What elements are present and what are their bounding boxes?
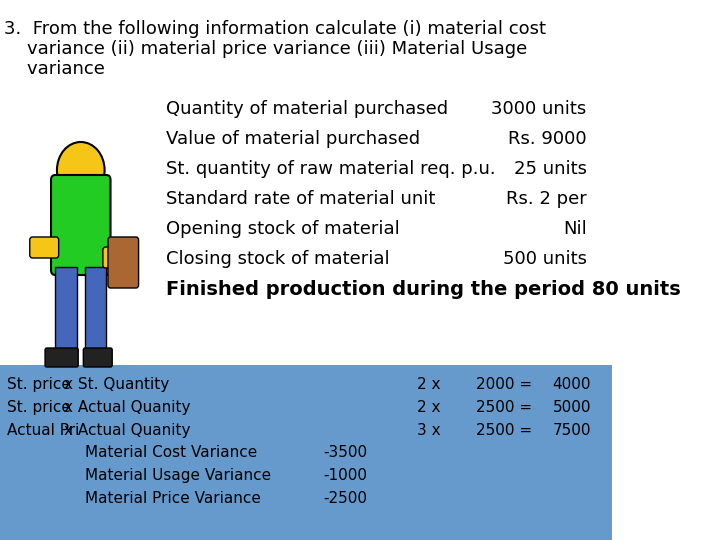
Text: 3000 units: 3000 units	[491, 100, 587, 118]
Text: Standard rate of material unit: Standard rate of material unit	[166, 190, 435, 208]
Text: Actual Pri: Actual Pri	[6, 423, 79, 438]
Text: Rs. 2 per: Rs. 2 per	[506, 190, 587, 208]
Text: -2500: -2500	[323, 491, 367, 506]
FancyBboxPatch shape	[55, 267, 76, 355]
Text: Material Usage Variance: Material Usage Variance	[85, 468, 271, 483]
Text: Material Price Variance: Material Price Variance	[85, 491, 261, 506]
FancyBboxPatch shape	[0, 365, 612, 540]
FancyBboxPatch shape	[103, 247, 133, 268]
Text: 2 x: 2 x	[417, 377, 440, 392]
Text: Opening stock of material: Opening stock of material	[166, 220, 400, 238]
Circle shape	[57, 142, 104, 198]
Text: Rs. 9000: Rs. 9000	[508, 130, 587, 148]
Text: 3 x: 3 x	[417, 423, 440, 438]
Text: variance: variance	[4, 60, 105, 78]
Text: St. quantity of raw material req. p.u.: St. quantity of raw material req. p.u.	[166, 160, 495, 178]
Text: x St. Quantity: x St. Quantity	[64, 377, 169, 392]
Text: variance (ii) material price variance (iii) Material Usage: variance (ii) material price variance (i…	[4, 40, 528, 58]
FancyBboxPatch shape	[84, 348, 112, 367]
Text: 25 units: 25 units	[513, 160, 587, 178]
Text: 2500 =: 2500 =	[476, 423, 532, 438]
Text: Quantity of material purchased: Quantity of material purchased	[166, 100, 448, 118]
Text: 2 x: 2 x	[417, 400, 440, 415]
Text: St. price: St. price	[6, 377, 71, 392]
Text: Nil: Nil	[563, 220, 587, 238]
Text: x Actual Quanity: x Actual Quanity	[64, 423, 190, 438]
Text: x Actual Quanity: x Actual Quanity	[64, 400, 190, 415]
Text: 2500 =: 2500 =	[476, 400, 532, 415]
FancyBboxPatch shape	[30, 237, 58, 258]
Text: 3.  From the following information calculate (i) material cost: 3. From the following information calcul…	[4, 20, 546, 38]
Text: 7500: 7500	[553, 423, 591, 438]
Text: 5000: 5000	[553, 400, 591, 415]
Text: Value of material purchased: Value of material purchased	[166, 130, 420, 148]
FancyBboxPatch shape	[51, 175, 111, 275]
Text: 500 units: 500 units	[503, 250, 587, 268]
Text: Closing stock of material: Closing stock of material	[166, 250, 390, 268]
Text: -1000: -1000	[323, 468, 367, 483]
Text: St. price: St. price	[6, 400, 71, 415]
Text: 2000 =: 2000 =	[476, 377, 532, 392]
Text: 4000: 4000	[553, 377, 591, 392]
FancyBboxPatch shape	[45, 348, 78, 367]
Text: Finished production during the period 80 units: Finished production during the period 80…	[166, 280, 680, 299]
FancyBboxPatch shape	[108, 237, 138, 288]
Text: Material Cost Variance: Material Cost Variance	[85, 445, 257, 460]
Text: -3500: -3500	[323, 445, 367, 460]
FancyBboxPatch shape	[85, 267, 107, 355]
